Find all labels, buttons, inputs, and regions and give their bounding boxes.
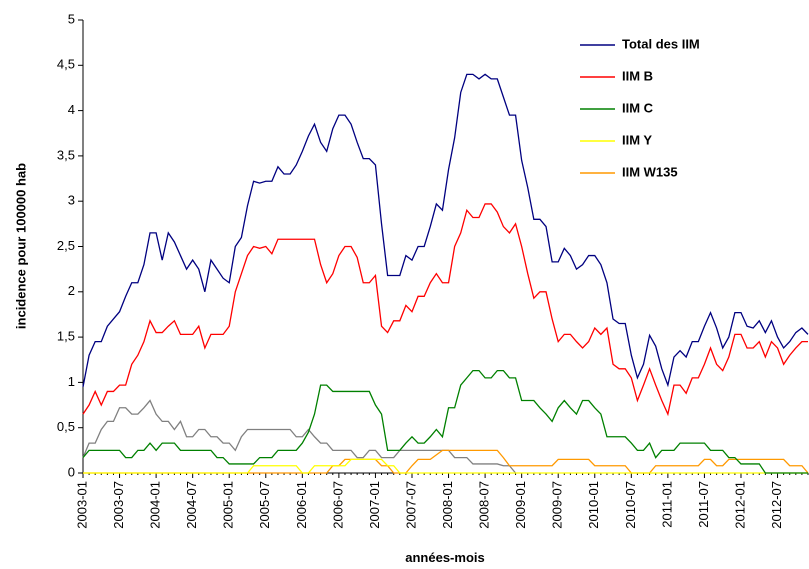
x-tick-label: 2012-07 [769, 481, 784, 529]
x-tick-label: 2010-07 [623, 481, 638, 529]
x-tick-label: 2009-07 [550, 481, 565, 529]
legend-label: IIM B [622, 68, 653, 83]
y-tick-label: 4 [68, 102, 75, 117]
line [82, 203, 808, 417]
x-tick-label: 2007-07 [403, 481, 418, 529]
x-tick-label: 2006-07 [330, 481, 345, 529]
line [83, 458, 808, 474]
legend-label: IIM Y [622, 132, 652, 147]
y-tick-label: 3,5 [57, 147, 75, 162]
x-tick-label: 2005-07 [257, 481, 272, 529]
legend-label: Total des IIM [622, 36, 700, 51]
x-tick-label: 2007-01 [367, 481, 382, 529]
line [82, 399, 517, 474]
x-tick-label: 2004-07 [184, 481, 199, 529]
x-axis-title: années-mois [405, 550, 484, 565]
x-tick-label: 2005-01 [221, 481, 236, 529]
y-tick-label: 1 [68, 374, 75, 389]
x-tick-label: 2010-01 [586, 481, 601, 529]
x-tick-label: 2012-01 [732, 481, 747, 529]
x-tick-label: 2009-01 [513, 481, 528, 529]
line [82, 369, 808, 474]
y-tick-label: 2,5 [57, 238, 75, 253]
x-tick-label: 2011-07 [696, 481, 711, 528]
y-tick-label: 3 [68, 193, 75, 208]
y-axis-title: incidence pour 100000 hab [13, 163, 28, 329]
y-tick-label: 0 [68, 464, 75, 479]
x-tick-label: 2008-07 [477, 481, 492, 529]
y-tick-label: 1,5 [57, 329, 75, 344]
y-tick-label: 4,5 [57, 57, 75, 72]
x-tick-label: 2003-01 [74, 481, 89, 529]
legend-label: IIM W135 [622, 164, 678, 179]
x-tick-label: 2008-01 [440, 481, 455, 529]
line [83, 449, 809, 474]
legend-label: IIM C [622, 100, 654, 115]
x-tick-label: 2003-07 [111, 481, 126, 529]
x-tick-label: 2004-01 [148, 481, 163, 529]
y-tick-label: 0,5 [57, 419, 75, 434]
y-tick-label: 2 [68, 283, 75, 298]
y-tick-label: 5 [68, 11, 75, 26]
line [82, 73, 809, 388]
x-tick-label: 2011-01 [659, 481, 674, 528]
x-tick-label: 2006-01 [294, 481, 309, 529]
